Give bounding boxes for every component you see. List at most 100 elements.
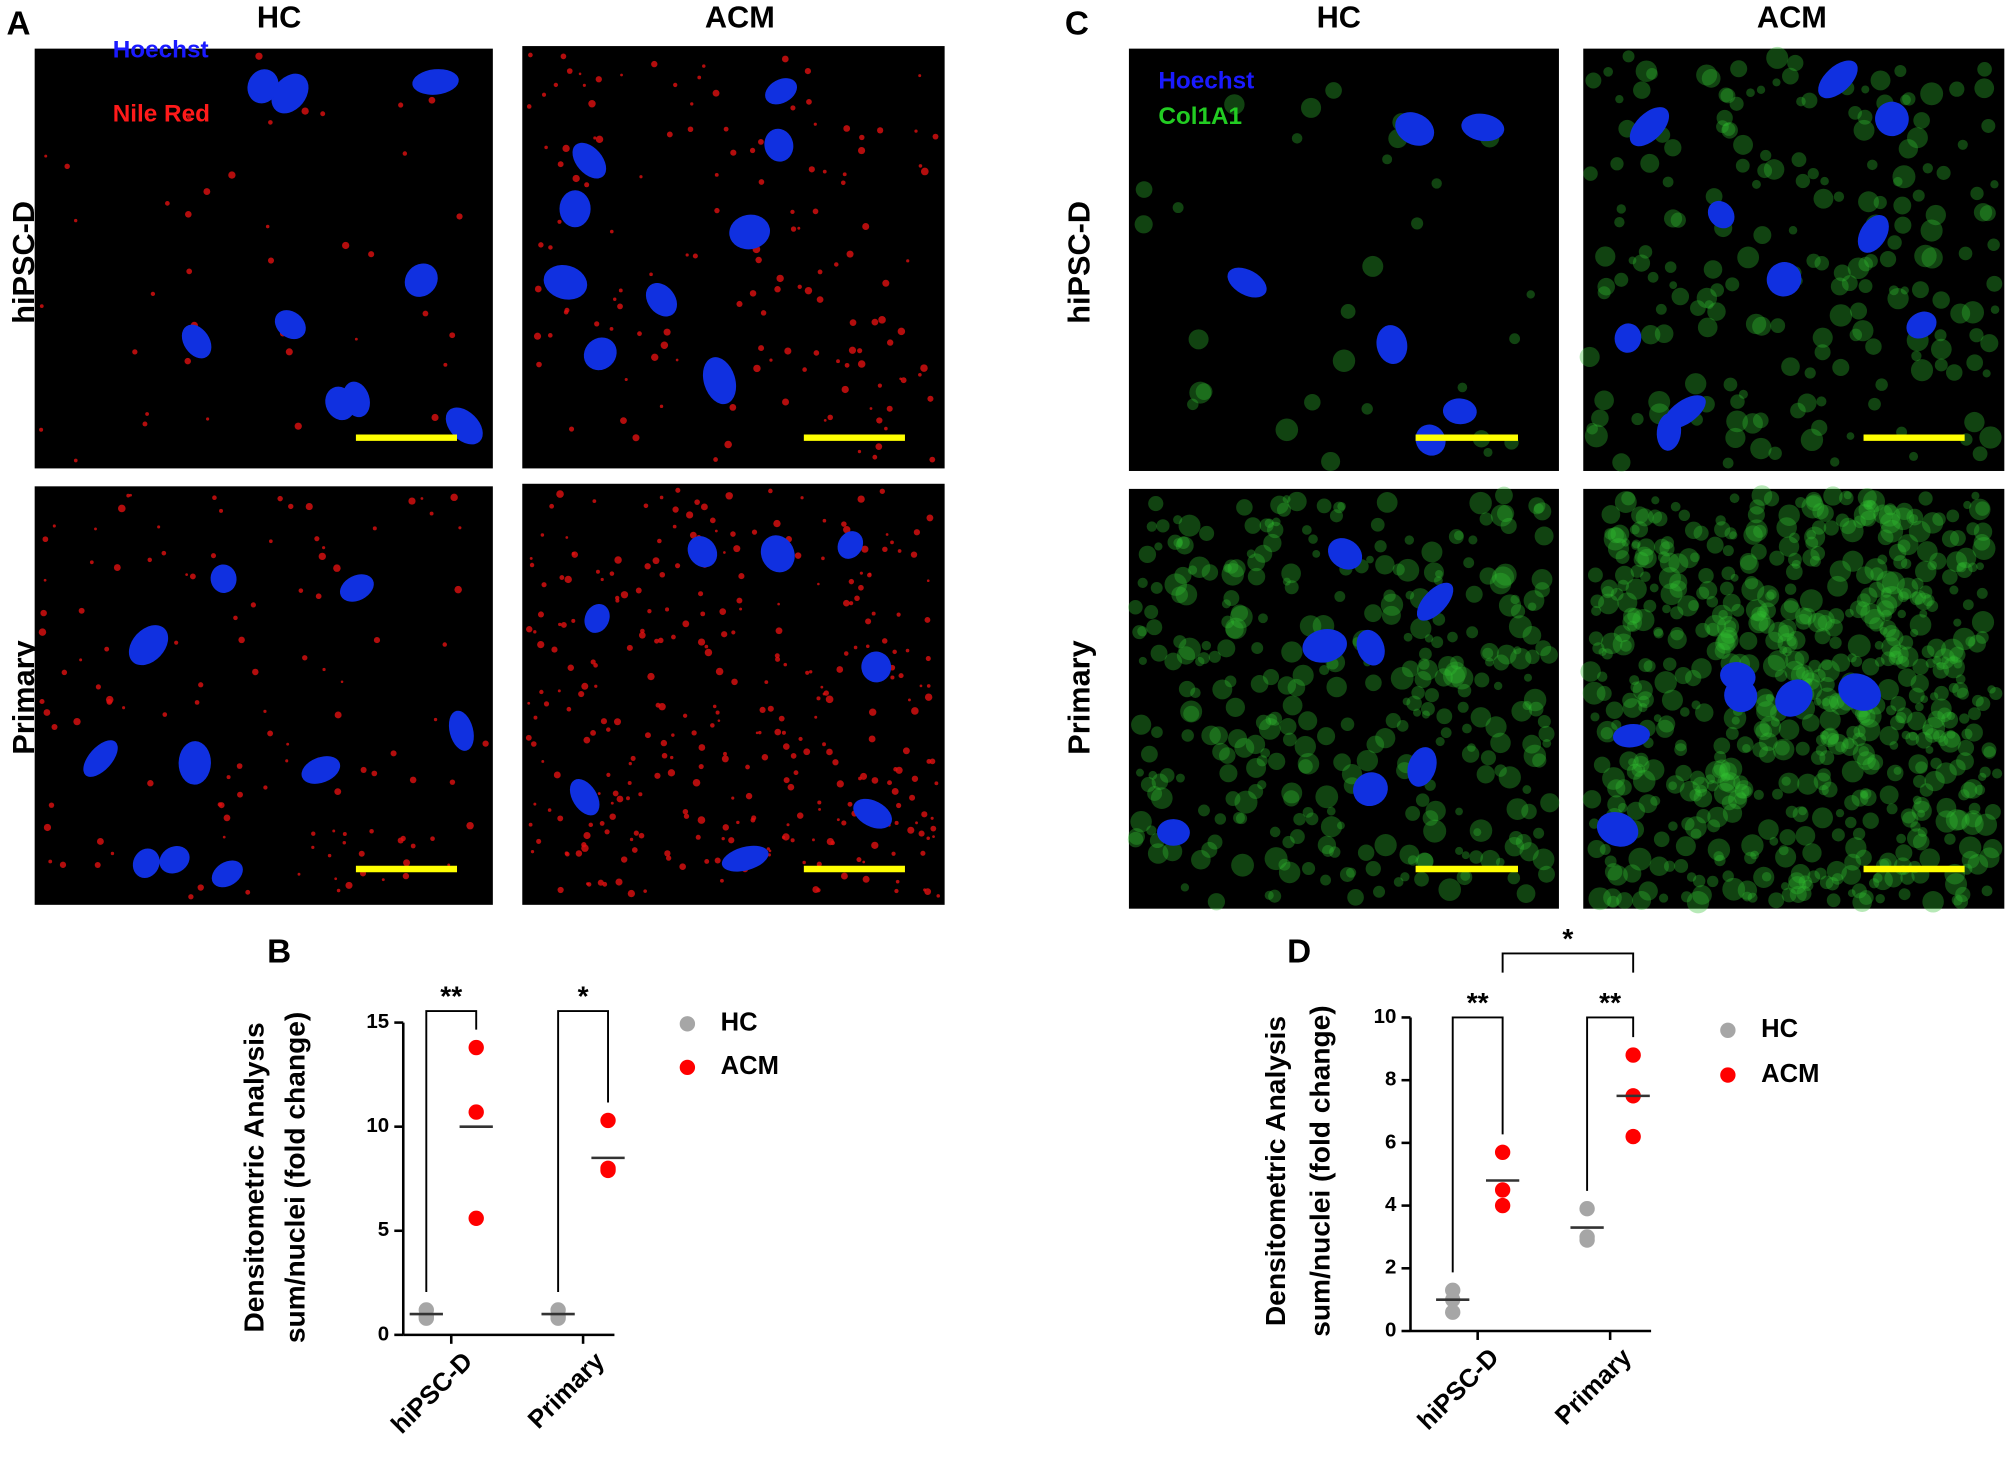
- stain-speck: [1282, 695, 1303, 716]
- stain-speck: [1660, 583, 1683, 606]
- stain-speck: [1500, 517, 1517, 534]
- stain-speck: [1509, 647, 1532, 670]
- stain-speck: [1763, 491, 1780, 507]
- micrograph: [34, 486, 493, 905]
- stain-speck: [592, 499, 597, 503]
- stain-speck: [1691, 658, 1712, 679]
- stain-speck: [812, 838, 815, 842]
- stain-speck: [595, 569, 600, 574]
- stain-speck: [644, 563, 651, 570]
- stain-speck: [1895, 844, 1913, 862]
- stain-speck: [1964, 810, 1983, 828]
- stain-speck: [1862, 490, 1886, 513]
- stain-speck: [1622, 50, 1635, 63]
- stain-speck: [918, 372, 922, 377]
- significance-label: **: [1599, 987, 1621, 1018]
- stain-speck: [704, 859, 710, 864]
- stain-speck: [755, 731, 759, 735]
- stain-speck: [1870, 70, 1891, 91]
- stain-speck: [1795, 825, 1816, 846]
- stain-speck: [1317, 727, 1336, 746]
- stain-speck: [1969, 328, 1984, 343]
- stain-speck: [1896, 577, 1919, 599]
- stain-speck: [1340, 304, 1356, 319]
- stain-speck: [1473, 828, 1482, 837]
- stain-speck: [909, 794, 916, 801]
- stain-speck: [1961, 812, 1984, 835]
- stain-speck: [285, 348, 293, 356]
- stain-speck: [620, 591, 629, 599]
- stain-speck: [1626, 763, 1643, 780]
- stain-speck: [626, 644, 633, 651]
- stain-speck: [1264, 518, 1275, 528]
- stain-speck: [1416, 659, 1438, 681]
- stain-speck: [1610, 587, 1624, 601]
- stain-speck: [1287, 678, 1306, 697]
- stain-speck: [1602, 767, 1625, 790]
- stain-speck: [1814, 628, 1831, 645]
- stain-speck: [1922, 724, 1934, 736]
- stain-speck: [1587, 839, 1606, 859]
- stain-speck: [1600, 727, 1614, 740]
- stain-speck: [1480, 849, 1501, 870]
- stain-speck: [1402, 697, 1411, 706]
- stain-speck: [381, 878, 385, 882]
- stain-speck: [482, 740, 489, 747]
- stain-speck: [1266, 521, 1284, 539]
- stain-speck: [796, 812, 804, 819]
- stain-speck: [1607, 779, 1626, 798]
- stain-speck: [428, 96, 436, 104]
- stain-speck: [836, 818, 840, 822]
- stain-speck: [1895, 502, 1914, 521]
- stain-speck: [758, 345, 765, 352]
- stain-speck: [1983, 839, 2003, 859]
- stain-speck: [790, 838, 795, 843]
- stain-speck: [697, 75, 702, 80]
- stain-speck: [793, 770, 799, 776]
- stain-speck: [1622, 692, 1638, 708]
- stain-speck: [1663, 657, 1677, 671]
- stain-speck: [1870, 567, 1884, 581]
- stain-speck: [1333, 753, 1351, 772]
- data-point: [1494, 1144, 1511, 1160]
- stain-speck: [1597, 277, 1615, 296]
- stain-speck: [197, 884, 204, 891]
- stain-speck: [1851, 789, 1869, 807]
- stain-speck: [1778, 772, 1800, 794]
- stain-speck: [1383, 589, 1396, 602]
- stain-speck: [1981, 742, 1997, 758]
- stain-speck: [1729, 493, 1740, 504]
- stain-speck: [1613, 625, 1631, 643]
- stain-speck: [1491, 566, 1515, 589]
- stain-speck: [1875, 893, 1885, 904]
- nucleus: [1407, 747, 1437, 787]
- stain-speck: [1721, 566, 1736, 581]
- stain-speck: [583, 736, 591, 744]
- stain-speck: [1890, 695, 1906, 712]
- stain-speck: [869, 407, 873, 410]
- stain-speck: [1813, 609, 1835, 632]
- stain-speck: [1956, 752, 1974, 771]
- stain-speck: [665, 607, 670, 612]
- stain-speck: [1858, 890, 1874, 905]
- stain-speck: [617, 303, 623, 310]
- stain-speck: [896, 612, 901, 617]
- stain-speck: [537, 611, 545, 618]
- stain-speck: [541, 582, 547, 588]
- stain-speck: [466, 821, 474, 830]
- stain-speck: [38, 628, 47, 636]
- stain-speck: [882, 546, 888, 553]
- stain-speck: [1370, 517, 1385, 532]
- stain-speck: [714, 529, 718, 533]
- stain-speck: [1956, 562, 1967, 573]
- stain-speck: [1716, 615, 1740, 639]
- stain-speck: [1819, 709, 1841, 731]
- stain-speck: [652, 557, 660, 565]
- nucleus: [687, 536, 718, 568]
- stain-speck: [902, 747, 910, 755]
- stain-speck: [736, 820, 740, 825]
- stain-speck: [1617, 592, 1638, 613]
- stain-speck: [1960, 781, 1978, 799]
- y-tick-label: 2: [1385, 1256, 1396, 1279]
- stain-speck: [1663, 860, 1676, 872]
